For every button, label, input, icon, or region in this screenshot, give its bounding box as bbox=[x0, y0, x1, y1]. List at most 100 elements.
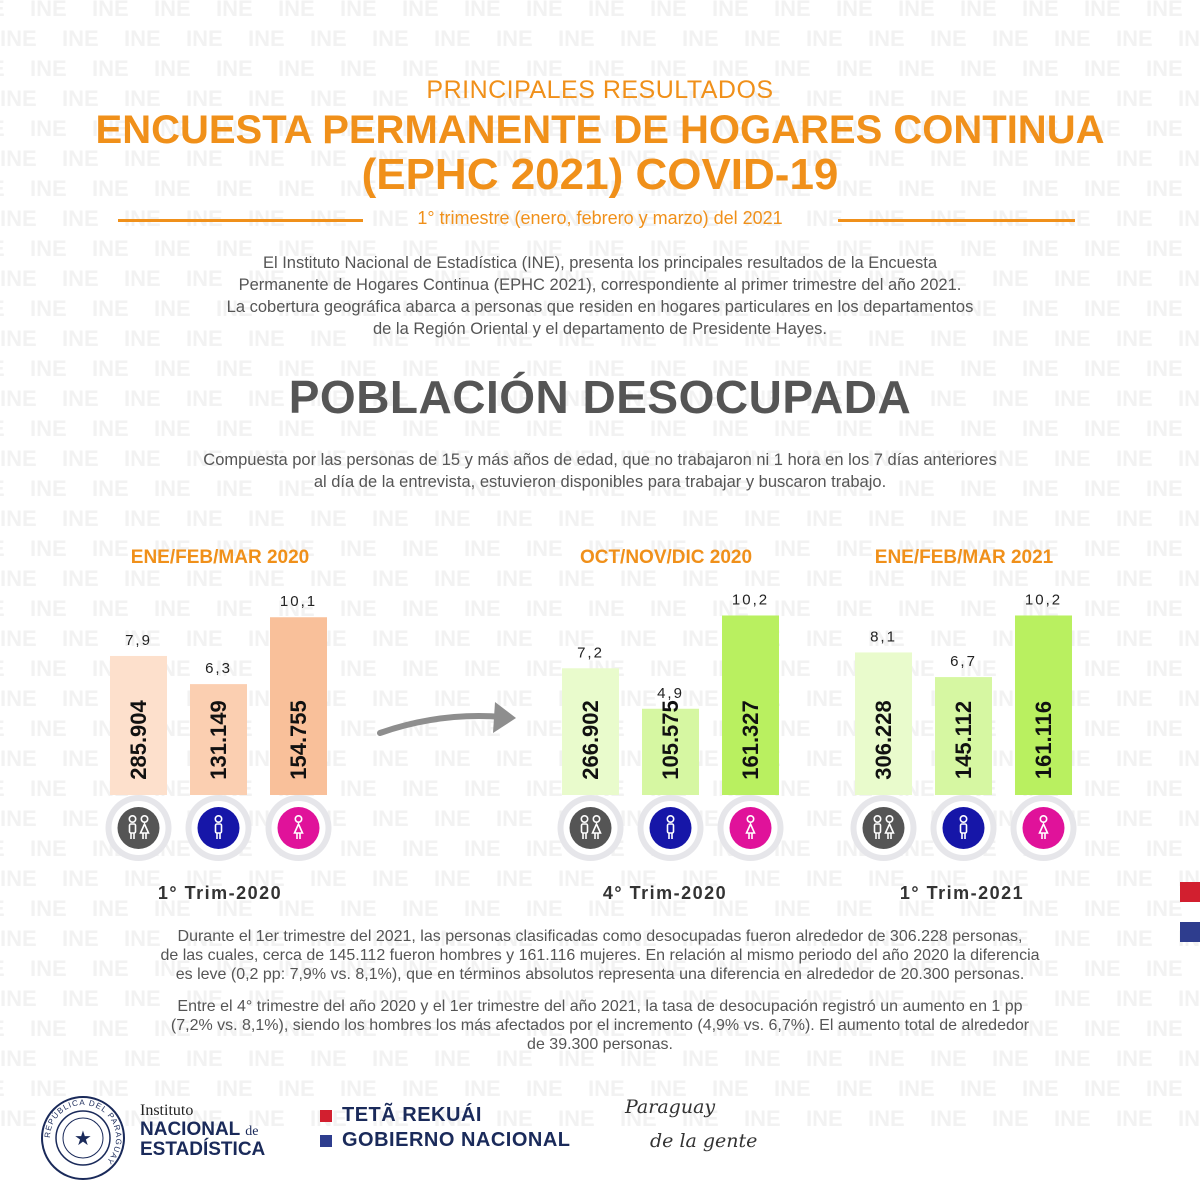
people-icon bbox=[850, 795, 917, 861]
watermark-text: INE bbox=[960, 1016, 997, 1041]
watermark-text: INE bbox=[774, 296, 811, 321]
watermark-text: INE bbox=[1022, 116, 1059, 141]
watermark-text: INE bbox=[868, 1046, 905, 1071]
watermark-text: INE bbox=[124, 926, 161, 951]
watermark-text: INE bbox=[806, 1046, 843, 1071]
rate-label: 6,7 bbox=[950, 653, 977, 670]
watermark-text: INE bbox=[650, 116, 687, 141]
watermark-text: INE bbox=[1116, 746, 1153, 771]
watermark-text: INE bbox=[0, 356, 5, 381]
watermark-text: INE bbox=[1116, 266, 1153, 291]
watermark-text: INE bbox=[62, 26, 99, 51]
watermark-text: INE bbox=[372, 746, 409, 771]
watermark-text: INE bbox=[836, 1076, 873, 1101]
watermark-text: INE bbox=[0, 1106, 37, 1131]
watermark-text: INE bbox=[806, 866, 843, 891]
watermark-text: INE bbox=[372, 686, 409, 711]
watermark-text: INE bbox=[744, 506, 781, 531]
watermark-text: INE bbox=[496, 986, 533, 1011]
watermark-text: INE bbox=[588, 356, 625, 381]
rate-label: 7,9 bbox=[125, 632, 152, 649]
watermark-text: INE bbox=[154, 296, 191, 321]
watermark-text: INE bbox=[1146, 656, 1183, 681]
watermark-text: INE bbox=[496, 506, 533, 531]
watermark-text: INE bbox=[620, 626, 657, 651]
watermark-text: INE bbox=[650, 0, 687, 21]
watermark-text: INE bbox=[620, 866, 657, 891]
watermark-text: INE bbox=[1146, 236, 1183, 261]
watermark-text: INE bbox=[744, 566, 781, 591]
watermark-text: INE bbox=[434, 866, 471, 891]
watermark-text: INE bbox=[682, 206, 719, 231]
watermark-text: INE bbox=[588, 116, 625, 141]
watermark-text: INE bbox=[1084, 1076, 1121, 1101]
watermark-text: INE bbox=[30, 536, 67, 561]
definition-line: Compuesta por las personas de 15 y más a… bbox=[203, 451, 997, 469]
watermark-text: INE bbox=[248, 1046, 285, 1071]
watermark-text: INE bbox=[868, 146, 905, 171]
watermark-text: INE bbox=[682, 926, 719, 951]
watermark-text: INE bbox=[930, 506, 967, 531]
watermark-text: INE bbox=[774, 236, 811, 261]
watermark-text: INE bbox=[930, 866, 967, 891]
watermark-text: INE bbox=[682, 506, 719, 531]
watermark-text: INE bbox=[0, 536, 5, 561]
watermark-text: INE bbox=[310, 926, 347, 951]
watermark-text: INE bbox=[1146, 176, 1183, 201]
watermark-text: INE bbox=[278, 0, 315, 21]
watermark-text: INE bbox=[62, 566, 99, 591]
watermark-text: INE bbox=[0, 566, 37, 591]
watermark-text: INE bbox=[868, 506, 905, 531]
watermark-text: INE bbox=[992, 926, 1029, 951]
watermark-text: INE bbox=[930, 266, 967, 291]
watermark-text: INE bbox=[154, 596, 191, 621]
watermark-text: INE bbox=[310, 1046, 347, 1071]
count-label: 161.327 bbox=[738, 700, 763, 780]
watermark-text: INE bbox=[30, 836, 67, 861]
watermark-text: INE bbox=[992, 866, 1029, 891]
watermark-text: INE bbox=[744, 866, 781, 891]
watermark-text: INE bbox=[930, 926, 967, 951]
watermark-text: INE bbox=[898, 956, 935, 981]
watermark-text: INE bbox=[588, 236, 625, 261]
people-icon bbox=[105, 795, 172, 861]
watermark-text: INE bbox=[1178, 206, 1200, 231]
watermark-text: INE bbox=[1054, 206, 1091, 231]
watermark-text: INE bbox=[650, 236, 687, 261]
watermark-text: INE bbox=[0, 716, 5, 741]
watermark-text: INE bbox=[836, 236, 873, 261]
watermark-text: INE bbox=[1084, 296, 1121, 321]
count-label: 285.904 bbox=[126, 699, 151, 779]
intro-line: El Instituto Nacional de Estadística (IN… bbox=[262, 254, 938, 272]
watermark-text: INE bbox=[92, 896, 129, 921]
watermark-text: INE bbox=[340, 416, 377, 441]
watermark-text: INE bbox=[712, 476, 749, 501]
watermark-text: INE bbox=[960, 0, 997, 21]
watermark-text: INE bbox=[1054, 266, 1091, 291]
watermark-text: INE bbox=[0, 446, 37, 471]
watermark-text: INE bbox=[588, 0, 625, 21]
watermark-text: INE bbox=[434, 206, 471, 231]
watermark-text: INE bbox=[712, 896, 749, 921]
male-icon bbox=[185, 795, 252, 861]
watermark-text: INE bbox=[992, 986, 1029, 1011]
watermark-text: INE bbox=[154, 116, 191, 141]
watermark-text: INE bbox=[30, 356, 67, 381]
watermark-text: INE bbox=[402, 356, 439, 381]
watermark-text: INE bbox=[30, 956, 67, 981]
watermark-text: INE bbox=[464, 356, 501, 381]
watermark-text: INE bbox=[372, 386, 409, 411]
watermark-text: INE bbox=[0, 0, 5, 21]
count-label: 266.902 bbox=[578, 700, 603, 780]
watermark-text: INE bbox=[774, 896, 811, 921]
watermark-text: INE bbox=[868, 566, 905, 591]
watermark-text: INE bbox=[1054, 326, 1091, 351]
watermark-text: INE bbox=[464, 836, 501, 861]
watermark-text: INE bbox=[434, 266, 471, 291]
summary-line: es leve (0,2 pp: 7,9% vs. 8,1%), que en … bbox=[175, 966, 1025, 983]
watermark-text: INE bbox=[372, 506, 409, 531]
watermark-text: INE bbox=[1146, 476, 1183, 501]
watermark-text: INE bbox=[216, 0, 253, 21]
watermark-text: INE bbox=[216, 176, 253, 201]
watermark-text: INE bbox=[620, 326, 657, 351]
